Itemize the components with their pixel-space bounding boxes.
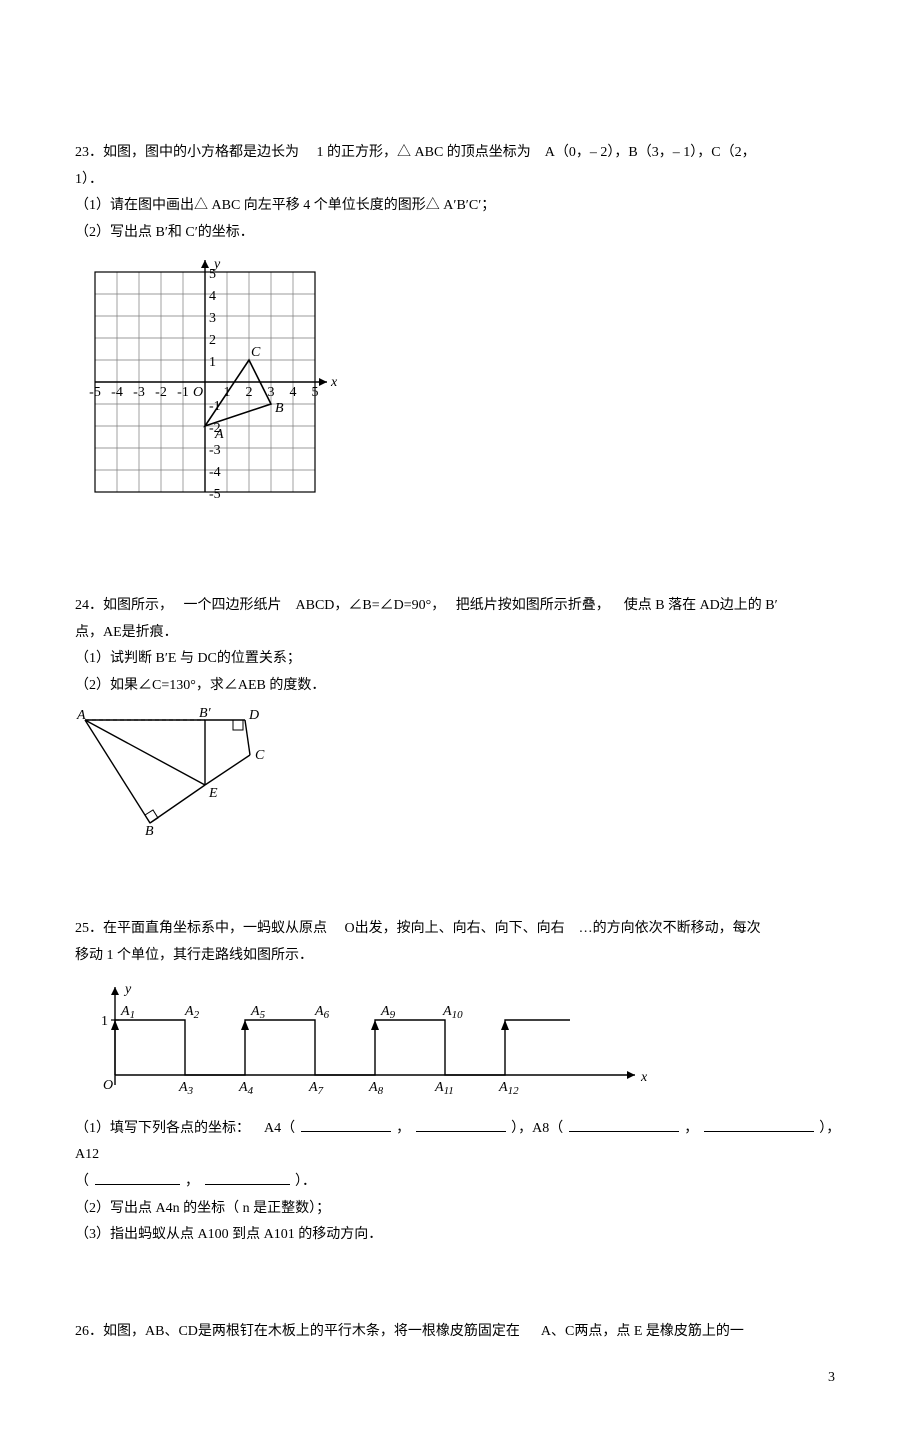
q23-label-C: C [251, 345, 261, 360]
q24-stem5: 使点 B 落在 AD边上的 B′ [624, 598, 778, 613]
q23-stem-part3: A（0，– 2），B（3，– 1），C（2， [545, 145, 756, 160]
q25-sub1-end: ）． [295, 1174, 316, 1189]
page-content: 23．如图，图中的小方格都是边长为 1 的正方形，△ ABC 的顶点坐标为 A（… [0, 0, 920, 1452]
comma2: ， [684, 1121, 698, 1136]
q25-sub2: （2）写出点 A4n 的坐标（ n 是正整数）； [75, 1196, 845, 1223]
svg-text:-4: -4 [209, 465, 221, 480]
q24-stem: 24．如图所示， 一个四边形纸片 ABCD，∠B=∠D=90°， 把纸片按如图所… [75, 593, 845, 620]
svg-text:-2: -2 [155, 385, 167, 400]
q24-stem3: ABCD，∠B=∠D=90°， [296, 598, 446, 613]
comma1: ， [396, 1121, 410, 1136]
q25-x-label: x [640, 1070, 648, 1085]
svg-text:-1: -1 [177, 385, 189, 400]
svg-text:-3: -3 [133, 385, 145, 400]
q24-stem4: 把纸片按如图所示折叠， [456, 598, 610, 613]
q25-y-label: y [123, 982, 132, 997]
blank-A12y[interactable] [205, 1170, 290, 1185]
q26-stem1: 26．如图，AB、CD是两根钉在木板上的平行木条，将一根橡皮筋固定在 [75, 1324, 520, 1339]
svg-text:3: 3 [209, 311, 216, 326]
q25-stem-line2: 移动 1 个单位，其行走路线如图所示． [75, 943, 845, 970]
q25-stem1: 25．在平面直角坐标系中，一蚂蚁从原点 [75, 921, 327, 936]
q24-sub1: （1）试判断 B′E 与 DC的位置关系； [75, 646, 845, 673]
q24-label-C: C [255, 748, 265, 763]
svg-text:-5: -5 [209, 487, 221, 502]
q23-grid-svg: y x 543 21 -1-2-3 -4-5 -5-4-3 -2-1 123 4… [75, 252, 345, 512]
svg-text:-5: -5 [89, 385, 101, 400]
svg-text:2: 2 [246, 385, 253, 400]
problem-24: 24．如图所示， 一个四边形纸片 ABCD，∠B=∠D=90°， 把纸片按如图所… [75, 593, 845, 846]
q26-stem2: A、C两点，点 E 是橡皮筋上的一 [541, 1324, 744, 1339]
q23-sub2: （2）写出点 B′和 C′的坐标． [75, 220, 845, 247]
q25-one: 1 [101, 1014, 108, 1029]
q25-stem3: …的方向依次不断移动，每次 [579, 921, 761, 936]
q24-sub2: （2）如果∠C=130°，求∠AEB 的度数． [75, 673, 845, 700]
q23-stem-part2: 1 的正方形，△ ABC 的顶点坐标为 [317, 145, 531, 160]
q24-label-E: E [208, 786, 218, 801]
q23-origin-label: O [193, 385, 203, 400]
q25-sub1-line2: （ ， ）． [75, 1169, 845, 1196]
q25-A12-openparen: （ [75, 1174, 89, 1189]
svg-text:4: 4 [290, 385, 297, 400]
svg-text:4: 4 [209, 289, 216, 304]
q25-svg: y x O 1 A1 A2 [75, 975, 675, 1105]
problem-25: 25．在平面直角坐标系中，一蚂蚁从原点 O出发，按向上、向右、向下、向右 …的方… [75, 916, 845, 1249]
q24-figure: A B′ D C E B [75, 705, 845, 846]
blank-A4y[interactable] [416, 1116, 506, 1131]
q25-figure: y x O 1 A1 A2 [75, 975, 845, 1116]
blank-A4x[interactable] [301, 1116, 391, 1131]
q23-x-label: x [330, 375, 338, 390]
comma3: ， [185, 1174, 199, 1189]
q24-label-Bp: B′ [199, 706, 212, 721]
q25-A8-open: ），A8（ [511, 1121, 563, 1136]
q25-origin: O [103, 1078, 113, 1093]
svg-text:-3: -3 [209, 443, 221, 458]
q24-label-D: D [248, 708, 259, 723]
q23-stem: 23．如图，图中的小方格都是边长为 1 的正方形，△ ABC 的顶点坐标为 A（… [75, 140, 845, 167]
svg-text:-4: -4 [111, 385, 123, 400]
q25-stem: 25．在平面直角坐标系中，一蚂蚁从原点 O出发，按向上、向右、向下、向右 …的方… [75, 916, 845, 943]
problem-26: 26．如图，AB、CD是两根钉在木板上的平行木条，将一根橡皮筋固定在 A、C两点… [75, 1319, 845, 1346]
q24-svg: A B′ D C E B [75, 705, 275, 835]
svg-text:5: 5 [209, 267, 216, 282]
q24-label-A: A [76, 708, 86, 723]
svg-text:2: 2 [209, 333, 216, 348]
q25-sub3: （3）指出蚂蚁从点 A100 到点 A101 的移动方向． [75, 1222, 845, 1249]
q24-label-B: B [145, 824, 154, 835]
svg-text:1: 1 [209, 355, 216, 370]
q25-A4-open: A4（ [264, 1121, 295, 1136]
page-number: 3 [75, 1365, 845, 1392]
blank-A8y[interactable] [704, 1116, 814, 1131]
q23-stem-line2: 1）． [75, 167, 845, 194]
q24-stem-line2: 点，AE是折痕． [75, 620, 845, 647]
blank-A12x[interactable] [95, 1170, 180, 1185]
q23-figure: y x 543 21 -1-2-3 -4-5 -5-4-3 -2-1 123 4… [75, 252, 845, 523]
q25-sub1: （1）填写下列各点的坐标： A4（ ， ），A8（ ， ），A12 [75, 1116, 845, 1169]
q23-stem-part1: 23．如图，图中的小方格都是边长为 [75, 145, 299, 160]
q25-stem2: O出发，按向上、向右、向下、向右 [345, 921, 565, 936]
q25-sub1a: （1）填写下列各点的坐标： [75, 1121, 250, 1136]
svg-text:5: 5 [312, 385, 319, 400]
blank-A8x[interactable] [569, 1116, 679, 1131]
q23-sub1: （1）请在图中画出△ ABC 向左平移 4 个单位长度的图形△ A′B′C′； [75, 193, 845, 220]
q26-stem: 26．如图，AB、CD是两根钉在木板上的平行木条，将一根橡皮筋固定在 A、C两点… [75, 1319, 845, 1346]
q24-stem1: 24．如图所示， [75, 598, 173, 613]
q23-label-B: B [275, 401, 284, 416]
q23-label-A: A [214, 427, 224, 442]
q24-stem2: 一个四边形纸片 [184, 598, 282, 613]
problem-23: 23．如图，图中的小方格都是边长为 1 的正方形，△ ABC 的顶点坐标为 A（… [75, 140, 845, 523]
